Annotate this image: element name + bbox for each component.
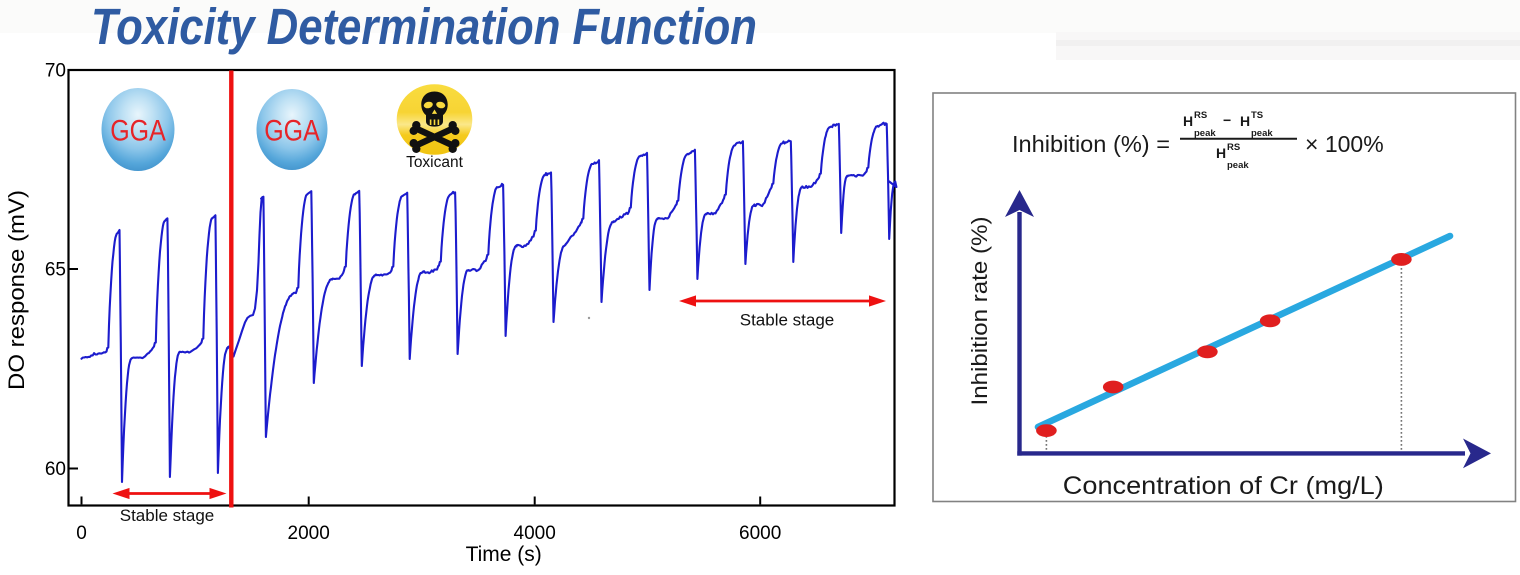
svg-text:Stable stage: Stable stage (120, 506, 215, 525)
svg-text:65: 65 (45, 260, 66, 281)
svg-text:6000: 6000 (739, 523, 781, 544)
svg-text:RS: RS (1227, 142, 1240, 153)
svg-text:60: 60 (45, 459, 66, 480)
svg-text:−: − (1223, 112, 1231, 128)
svg-text:Concentration of Cr (mg/L): Concentration of Cr (mg/L) (1063, 472, 1384, 500)
svg-text:GGA: GGA (110, 115, 166, 148)
svg-text:Time (s): Time (s) (466, 543, 542, 566)
svg-text:H: H (1240, 113, 1250, 129)
svg-text:H: H (1183, 113, 1193, 129)
svg-text:peak: peak (1194, 128, 1216, 139)
svg-text:GGA: GGA (264, 115, 320, 148)
svg-text:peak: peak (1227, 160, 1249, 171)
svg-text:Inhibition (%) =: Inhibition (%) = (1012, 131, 1170, 157)
svg-text:TS: TS (1251, 110, 1263, 121)
svg-text:× 100%: × 100% (1305, 131, 1384, 157)
svg-text:DO response (mV): DO response (mV) (4, 190, 29, 390)
svg-text:H: H (1216, 145, 1226, 161)
svg-text:Toxicity Determination Functio: Toxicity Determination Function (91, 0, 757, 55)
svg-text:Inhibition rate (%): Inhibition rate (%) (967, 217, 992, 406)
svg-text:4000: 4000 (514, 523, 556, 544)
svg-text:2000: 2000 (288, 523, 330, 544)
svg-text:70: 70 (45, 61, 66, 82)
svg-text:RS: RS (1194, 110, 1207, 121)
svg-text:peak: peak (1251, 128, 1273, 139)
svg-text:Stable stage: Stable stage (740, 311, 835, 330)
svg-text:Toxicant: Toxicant (406, 154, 464, 171)
svg-text:0: 0 (76, 523, 87, 544)
